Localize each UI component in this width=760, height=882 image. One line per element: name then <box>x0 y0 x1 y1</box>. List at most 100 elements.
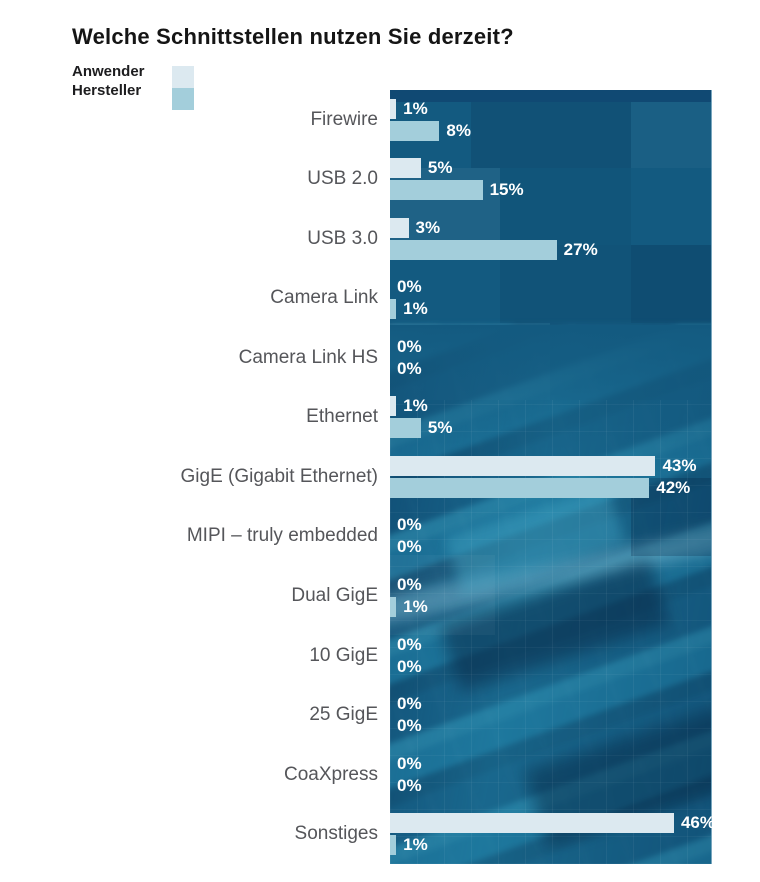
bar-line-anwender: 1% <box>390 98 711 119</box>
bar-value-label: 0% <box>397 575 422 595</box>
bar-value-label: 5% <box>427 418 453 438</box>
category-label: 10 GigE <box>309 644 378 666</box>
bar-group: 1% 5% <box>390 396 711 439</box>
bar-hersteller <box>390 299 397 320</box>
bar-line-anwender: 0% <box>390 337 711 357</box>
bar-value-label: 0% <box>397 656 422 676</box>
bar-line-anwender: 0% <box>390 635 711 655</box>
bar-group: 0% 0% <box>390 635 711 677</box>
chart-row: Ethernet 1% 5% <box>0 388 711 448</box>
bar-line-anwender: 0% <box>390 575 711 595</box>
bar-group: 0% 1% <box>390 277 711 320</box>
bar-value-label: 0% <box>397 336 422 356</box>
chart-row: 10 GigE 0% 0% <box>0 626 711 686</box>
bar-group: 46% 1% <box>390 813 715 856</box>
chart-row: Sonstiges 46% 1% <box>0 804 715 864</box>
legend: Anwender Hersteller <box>72 62 145 100</box>
bar-line-hersteller: 27% <box>390 239 711 260</box>
bar-value-label: 0% <box>397 716 422 736</box>
bar-value-label: 0% <box>397 537 422 557</box>
bar-value-label: 15% <box>489 180 524 200</box>
bar-anwender <box>390 98 397 119</box>
category-label: Dual GigE <box>291 585 378 607</box>
category-label: GigE (Gigabit Ethernet) <box>180 465 378 487</box>
legend-label-anwender: Anwender <box>72 63 145 80</box>
bar-value-label: 42% <box>656 477 691 497</box>
bar-line-anwender: 0% <box>390 754 711 774</box>
bar-value-label: 0% <box>397 515 422 535</box>
chart-row: GigE (Gigabit Ethernet) 43% 42% <box>0 447 711 507</box>
chart-row: MIPI – truly embedded 0% 0% <box>0 507 711 567</box>
legend-swatch-anwender <box>172 66 194 88</box>
category-label: Camera Link <box>270 287 378 309</box>
chart-row: CoaXpress 0% 0% <box>0 745 711 805</box>
bar-value-label: 1% <box>403 835 428 855</box>
bar-anwender <box>390 813 674 834</box>
bar-hersteller <box>390 597 397 618</box>
bar-line-hersteller: 0% <box>390 657 711 677</box>
category-label: CoaXpress <box>284 763 378 785</box>
bg-photo-fade <box>390 325 711 475</box>
bar-group: 43% 42% <box>390 455 711 498</box>
bar-line-anwender: 1% <box>390 396 711 417</box>
bar-group: 5% 15% <box>390 158 711 201</box>
bar-group: 0% 0% <box>390 515 711 557</box>
chart-row: USB 3.0 3% 27% <box>0 209 711 269</box>
category-label: USB 3.0 <box>307 227 378 249</box>
bar-line-anwender: 43% <box>390 455 711 476</box>
bar-line-hersteller: 1% <box>390 299 711 320</box>
chart-row: 25 GigE 0% 0% <box>0 685 711 745</box>
bar-value-label: 0% <box>397 775 422 795</box>
bar-line-anwender: 5% <box>390 158 711 179</box>
category-label: Sonstiges <box>294 823 378 845</box>
bar-line-hersteller: 42% <box>390 477 711 498</box>
legend-swatch-hersteller <box>172 88 194 110</box>
bar-value-label: 1% <box>403 396 428 416</box>
category-label: Camera Link HS <box>238 346 378 368</box>
plot-background <box>390 90 712 864</box>
bar-value-label: 1% <box>403 98 428 118</box>
chart-rows: Firewire 1% 8% USB 2.0 5% 15% USB 3.0 3% 27% Came… <box>0 90 715 864</box>
bar-value-label: 0% <box>397 634 422 654</box>
bar-group: 0% 1% <box>390 575 711 618</box>
bar-line-hersteller: 15% <box>390 180 711 201</box>
bar-anwender <box>390 455 656 476</box>
bar-value-label: 0% <box>397 753 422 773</box>
bar-line-hersteller: 5% <box>390 418 711 439</box>
bar-line-anwender: 0% <box>390 515 711 535</box>
bar-line-anwender: 46% <box>390 813 715 834</box>
bar-group: 1% 8% <box>390 98 711 141</box>
bar-hersteller <box>390 120 440 141</box>
bar-line-hersteller: 0% <box>390 716 711 736</box>
bg-tile <box>631 245 711 323</box>
bar-value-label: 43% <box>662 455 697 475</box>
bar-group: 0% 0% <box>390 337 711 379</box>
bar-value-label: 1% <box>403 597 428 617</box>
chart-row: Camera Link 0% 1% <box>0 269 711 329</box>
bar-value-label: 46% <box>680 813 715 833</box>
category-label: USB 2.0 <box>307 168 378 190</box>
bar-value-label: 1% <box>403 299 428 319</box>
bar-value-label: 3% <box>415 217 441 237</box>
bar-anwender <box>390 217 409 238</box>
bg-tile <box>390 555 495 635</box>
category-label: Ethernet <box>306 406 378 428</box>
category-label: Firewire <box>310 108 378 130</box>
bar-hersteller <box>390 477 650 498</box>
bar-line-hersteller: 1% <box>390 597 711 618</box>
bar-group: 0% 0% <box>390 754 711 796</box>
chart-row: Dual GigE 0% 1% <box>0 566 711 626</box>
bar-line-hersteller: 0% <box>390 359 711 379</box>
bg-tile <box>390 90 711 102</box>
page-title: Welche Schnittstellen nutzen Sie derzeit… <box>72 24 514 49</box>
bg-tile <box>471 102 631 168</box>
bar-value-label: 8% <box>446 120 471 140</box>
bar-line-hersteller: 0% <box>390 776 711 796</box>
bar-hersteller <box>390 239 557 260</box>
category-label: 25 GigE <box>309 704 378 726</box>
bar-line-hersteller: 8% <box>390 120 711 141</box>
bar-value-label: 27% <box>563 239 598 259</box>
bar-line-hersteller: 1% <box>390 835 711 856</box>
bar-value-label: 0% <box>397 694 422 714</box>
